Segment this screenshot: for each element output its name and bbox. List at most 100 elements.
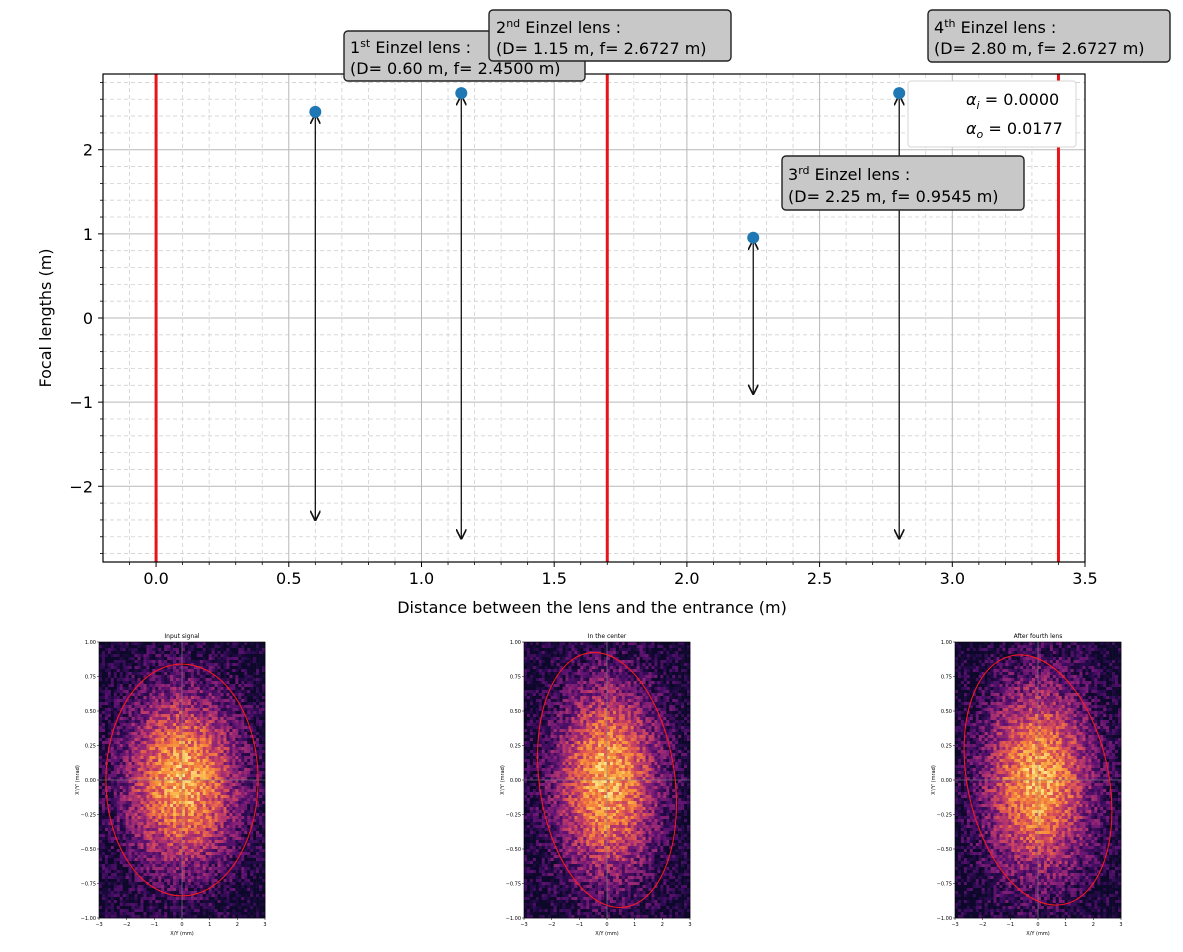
heatmap-cell — [164, 699, 168, 703]
heatmap-cell — [104, 660, 109, 664]
heatmap-cell — [110, 843, 115, 847]
heatmap-cell — [193, 813, 198, 817]
heatmap-cell — [125, 702, 129, 706]
heatmap-cell — [238, 861, 242, 865]
heatmap-cell — [179, 807, 183, 811]
heatmap-cell — [211, 717, 215, 721]
heatmap-cell — [211, 888, 215, 892]
heatmap-cell — [229, 738, 233, 742]
heatmap-cell — [125, 696, 129, 700]
heatmap-cell — [244, 885, 248, 889]
heatmap-cell — [101, 678, 106, 682]
heatmap-cell — [232, 870, 236, 874]
heatmap-cell — [173, 834, 177, 838]
heatmap-cell — [167, 876, 171, 880]
heatmap-cell — [170, 879, 174, 883]
heatmap-cell — [182, 828, 186, 832]
heatmap-cell — [182, 663, 186, 667]
heatmap-cell — [184, 669, 189, 673]
heatmap-cell — [193, 810, 198, 814]
heatmap-cell — [164, 684, 168, 688]
heatmap-cell — [176, 897, 180, 901]
lens-3-annotation: 3rd Einzel lens : (D= 2.25 m, f= 0.9545 … — [781, 155, 1025, 211]
heatmap-cell — [217, 681, 221, 685]
heatmap-cell — [229, 885, 233, 889]
heatmap-cell — [99, 915, 103, 919]
heatmap-cell — [149, 666, 153, 670]
heatmap-cell — [223, 897, 227, 901]
heatmap-cell — [164, 903, 168, 907]
heatmap-cell — [190, 807, 195, 811]
heatmap-cell — [173, 654, 177, 658]
heatmap-cell — [187, 753, 192, 757]
heatmap-cell — [158, 825, 162, 829]
heatmap-cell — [104, 723, 109, 727]
heatmap-cell — [179, 762, 183, 766]
heatmap-cell — [238, 909, 242, 913]
heatmap-cell — [247, 720, 251, 724]
heatmap-cell — [131, 768, 135, 772]
heatmap-cell — [202, 882, 207, 886]
heatmap-cell — [176, 651, 180, 655]
heatmap-cell — [170, 801, 174, 805]
heatmap-cell — [220, 900, 224, 904]
heatmap-cell — [238, 855, 242, 859]
heatmap-cell — [99, 906, 103, 910]
heatmap-cell — [140, 819, 144, 823]
heatmap-cell — [110, 699, 115, 703]
heatmap-cell — [247, 777, 251, 781]
heatmap-cell — [241, 819, 245, 823]
heatmap-cell — [122, 732, 126, 736]
heatmap-cell — [214, 663, 218, 667]
heatmap-cell — [205, 879, 209, 883]
heatmap-cell — [190, 852, 195, 856]
heatmap-cell — [187, 693, 192, 697]
heatmap-cell — [208, 864, 212, 868]
heatmap-cell — [119, 822, 124, 826]
heatmap-cell — [241, 828, 245, 832]
heatmap-cell — [113, 840, 118, 844]
heatmap-cell — [128, 654, 132, 658]
heatmap-cell — [235, 900, 239, 904]
heatmap-cell — [134, 882, 138, 886]
heatmap-cell — [217, 654, 221, 658]
heatmap-cell — [244, 786, 248, 790]
heatmap-cell — [182, 756, 186, 760]
heatmap-cell — [241, 804, 245, 808]
heatmap-cell — [211, 879, 215, 883]
heatmap-cell — [101, 684, 106, 688]
heatmap-cell — [116, 768, 121, 772]
heatmap-cell — [190, 780, 195, 784]
heatmap-cell — [190, 795, 195, 799]
heatmap-cell — [149, 801, 153, 805]
heatmap-cell — [184, 837, 189, 841]
heatmap-cell — [161, 816, 165, 820]
heatmap-cell — [155, 681, 159, 685]
heatmap-cell — [125, 738, 129, 742]
heatmap-cell — [113, 903, 118, 907]
heatmap-cell — [184, 726, 189, 730]
heatmap-cell — [131, 852, 135, 856]
heatmap-cell — [176, 879, 180, 883]
heatmap-cell — [229, 804, 233, 808]
heatmap-cell — [217, 684, 221, 688]
heatmap-cell — [250, 870, 254, 874]
heatmap-cell — [223, 720, 227, 724]
heatmap-cell — [155, 771, 159, 775]
heatmap-cell — [235, 723, 239, 727]
heatmap-cell — [134, 648, 138, 652]
heatmap-cell — [146, 915, 150, 919]
heatmap-cell — [211, 903, 215, 907]
heatmap-cell — [199, 747, 204, 751]
heatmap-cell — [196, 717, 201, 721]
heatmap-cell — [152, 909, 156, 913]
heatmap-cell — [232, 705, 236, 709]
heatmap-cell — [187, 879, 192, 883]
heatmap-cell — [134, 750, 138, 754]
heatmap-cell — [250, 765, 254, 769]
heatmap-cell — [190, 768, 195, 772]
heatmap-cell — [214, 645, 218, 649]
heatmap-cell — [220, 873, 224, 877]
heatmap-cell — [161, 819, 165, 823]
heatmap-cell — [196, 705, 201, 709]
